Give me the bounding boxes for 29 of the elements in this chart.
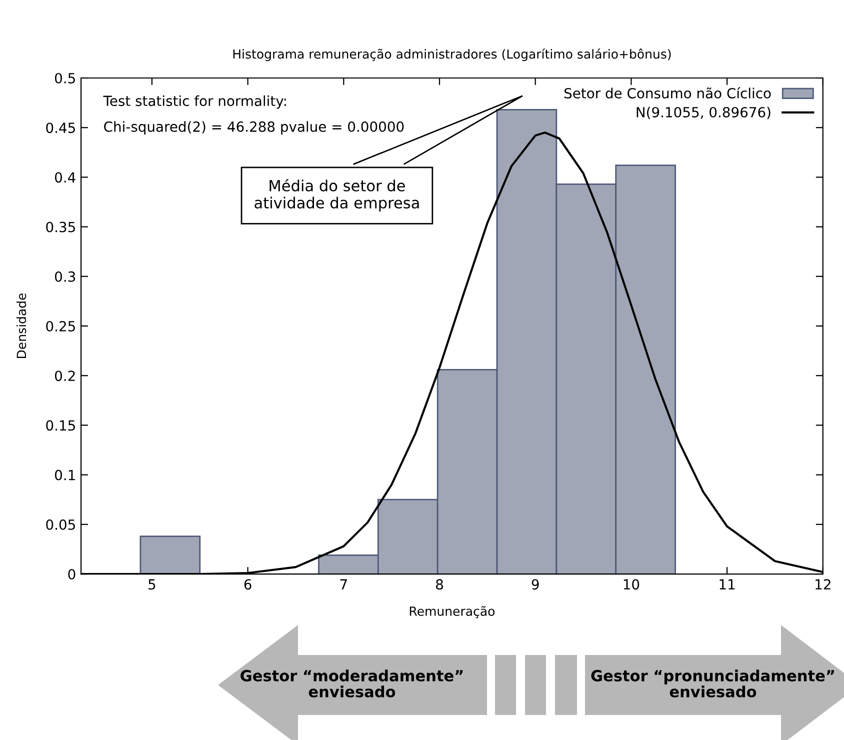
legend-label: N(9.1055, 0.89676) xyxy=(636,106,770,120)
chart-title: Histograma remuneração administradores (Logarítimo salário+bônus) xyxy=(233,48,671,62)
y-tick-label: 0.2 xyxy=(54,370,75,382)
y-tick-label: 0.05 xyxy=(46,519,75,530)
y-tick-label: 0.3 xyxy=(54,271,76,282)
y-axis-title: Densidade xyxy=(16,293,26,358)
x-tick-label: 12 xyxy=(816,579,830,590)
text: Gestor “moderadamente” enviesado xyxy=(240,670,463,698)
y-tick-label: 0.1 xyxy=(54,470,75,480)
x-tick-label: 8 xyxy=(436,579,443,590)
x-tick-label: 6 xyxy=(244,579,252,590)
x-tick-label: 11 xyxy=(720,579,735,590)
y-tick-label: 0.5 xyxy=(54,72,75,84)
x-tick-label: 9 xyxy=(532,579,539,590)
x-tick-label: 7 xyxy=(340,579,347,590)
x-tick-label: 10 xyxy=(624,579,640,590)
legend-label: Setor de Consumo não Cíclico xyxy=(564,87,771,98)
y-tick-label: 0.25 xyxy=(46,320,75,332)
annotation: Test statistic for normality: xyxy=(103,95,286,109)
text: Gestor “pronunciadamente” enviesado xyxy=(591,670,834,698)
y-tick-label: 0.15 xyxy=(46,420,75,431)
y-tick-label: 0.35 xyxy=(46,222,75,232)
y-tick-label: 0.45 xyxy=(46,122,75,134)
annotation: Chi-squared(2) = 46.288 pvalue = 0.00000 xyxy=(104,121,404,135)
y-tick-label: 0.4 xyxy=(54,172,76,183)
y-tick-label: 0 xyxy=(68,568,76,580)
x-tick-label: 5 xyxy=(148,579,156,590)
annotation: Média do setor de atividade da empresa xyxy=(254,178,419,212)
x-axis-title: Remuneração xyxy=(410,606,495,618)
